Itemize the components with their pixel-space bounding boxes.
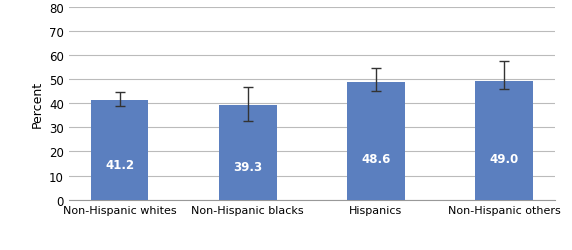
Bar bbox=[91, 101, 148, 200]
Text: 39.3: 39.3 bbox=[233, 160, 262, 173]
Text: 49.0: 49.0 bbox=[489, 152, 519, 165]
Bar bbox=[347, 83, 404, 200]
Bar bbox=[475, 82, 533, 200]
Text: 48.6: 48.6 bbox=[361, 152, 391, 166]
Text: 41.2: 41.2 bbox=[105, 159, 134, 172]
Bar bbox=[219, 106, 276, 200]
Y-axis label: Percent: Percent bbox=[30, 80, 43, 127]
